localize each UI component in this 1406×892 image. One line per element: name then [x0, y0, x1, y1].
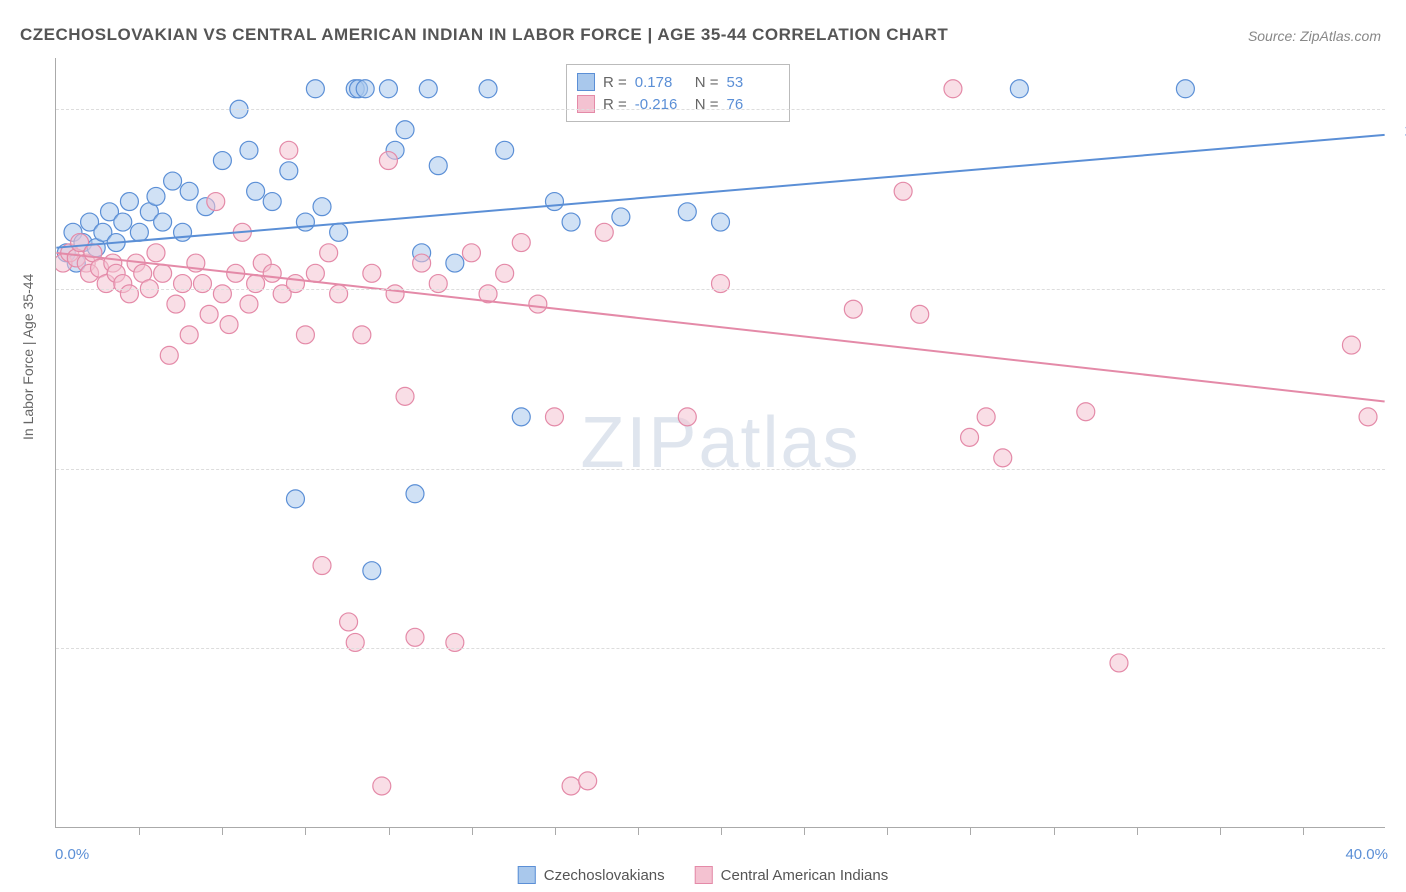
legend-label-2: Central American Indians: [721, 867, 889, 884]
gridline-h: [56, 648, 1385, 649]
y-tick-label: 82.5%: [1393, 303, 1406, 320]
x-tick: [887, 827, 888, 835]
x-tick: [222, 827, 223, 835]
scatter-svg: [56, 58, 1385, 827]
watermark: ZIPatlas: [580, 402, 860, 484]
x-tick: [638, 827, 639, 835]
y-tick-label: 65.0%: [1393, 482, 1406, 499]
stats-swatch-1: [577, 73, 595, 91]
n-value-1: 53: [727, 74, 779, 91]
y-tick-label: 47.5%: [1393, 662, 1406, 679]
y-tick-label: 100.0%: [1393, 123, 1406, 140]
legend-item-2: Central American Indians: [695, 866, 889, 884]
x-tick-label-right: 40.0%: [1345, 846, 1388, 863]
gridline-h: [56, 289, 1385, 290]
r-value-1: 0.178: [635, 74, 687, 91]
stats-row-series1: R = 0.178 N = 53: [577, 71, 779, 93]
x-tick: [1054, 827, 1055, 835]
x-tick: [1303, 827, 1304, 835]
x-tick-label-left: 0.0%: [55, 846, 89, 863]
x-tick: [804, 827, 805, 835]
chart-title: CZECHOSLOVAKIAN VS CENTRAL AMERICAN INDI…: [20, 25, 948, 45]
legend-label-1: Czechoslovakians: [544, 867, 665, 884]
legend-item-1: Czechoslovakians: [518, 866, 665, 884]
plot-area: ZIPatlas R = 0.178 N = 53 R = -0.216 N =…: [55, 58, 1385, 828]
x-tick: [305, 827, 306, 835]
bottom-legend: Czechoslovakians Central American Indian…: [518, 866, 889, 884]
x-tick: [555, 827, 556, 835]
r-label: R =: [603, 74, 627, 91]
source-attribution: Source: ZipAtlas.com: [1248, 28, 1381, 44]
correlation-chart: CZECHOSLOVAKIAN VS CENTRAL AMERICAN INDI…: [0, 0, 1406, 892]
x-tick: [1137, 827, 1138, 835]
x-tick: [721, 827, 722, 835]
n-label: N =: [695, 74, 719, 91]
x-tick: [472, 827, 473, 835]
gridline-h: [56, 109, 1385, 110]
legend-swatch-1: [518, 866, 536, 884]
legend-swatch-2: [695, 866, 713, 884]
x-tick: [139, 827, 140, 835]
x-tick: [1220, 827, 1221, 835]
x-tick: [389, 827, 390, 835]
gridline-h: [56, 469, 1385, 470]
y-axis-label: In Labor Force | Age 35-44: [20, 274, 36, 440]
x-tick: [970, 827, 971, 835]
stats-legend-box: R = 0.178 N = 53 R = -0.216 N = 76: [566, 64, 790, 122]
stats-row-series2: R = -0.216 N = 76: [577, 93, 779, 115]
